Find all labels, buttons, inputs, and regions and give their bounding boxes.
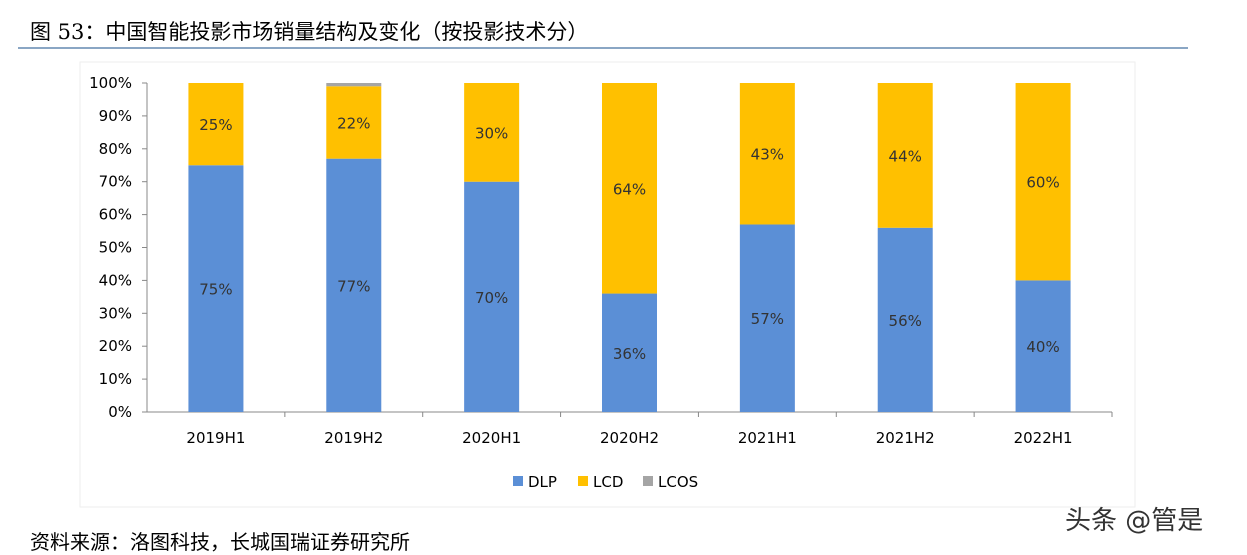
data-label: 75% bbox=[199, 281, 232, 299]
bar-lcd bbox=[1015, 83, 1071, 281]
x-tick-label: 2021H2 bbox=[876, 429, 935, 447]
x-tick-label: 2019H2 bbox=[324, 429, 383, 447]
data-label: 57% bbox=[751, 310, 784, 328]
bar-dlp bbox=[877, 227, 933, 412]
y-tick-label: 90% bbox=[99, 107, 132, 125]
y-tick-label: 50% bbox=[99, 239, 132, 257]
y-tick-label: 10% bbox=[99, 370, 132, 388]
source-note: 资料来源：洛图科技，长城国瑞证券研究所 bbox=[30, 530, 410, 554]
x-tick-label: 2019H1 bbox=[186, 429, 245, 447]
legend-label-lcd: LCD bbox=[593, 473, 623, 491]
bar-lcd bbox=[602, 83, 657, 294]
data-label: 60% bbox=[1026, 174, 1059, 192]
bar-lcd bbox=[326, 86, 382, 159]
watermark: 头条 @管是 bbox=[1065, 506, 1204, 536]
y-tick-label: 70% bbox=[99, 173, 132, 191]
data-label: 25% bbox=[199, 116, 232, 134]
x-tick-label: 2022H1 bbox=[1014, 429, 1073, 447]
legend-label-dlp: DLP bbox=[528, 473, 557, 491]
data-label: 30% bbox=[475, 124, 508, 142]
x-tick-label: 2020H2 bbox=[600, 429, 659, 447]
bar-dlp bbox=[1015, 280, 1071, 412]
bar-dlp bbox=[739, 224, 795, 412]
figure-title: 图 53：中国智能投影市场销量结构及变化（按投影技术分） bbox=[30, 20, 589, 44]
bar-dlp bbox=[464, 181, 520, 412]
bar-lcd bbox=[188, 83, 244, 166]
data-label: 22% bbox=[337, 114, 370, 132]
x-tick-label: 2021H1 bbox=[738, 429, 797, 447]
legend-swatch-dlp bbox=[513, 476, 523, 486]
legend-swatch-lcos bbox=[643, 476, 653, 486]
y-tick-label: 0% bbox=[108, 403, 132, 421]
title-rule bbox=[18, 47, 1188, 49]
y-tick-label: 60% bbox=[99, 206, 132, 224]
bar-lcd bbox=[877, 83, 933, 228]
data-label: 36% bbox=[613, 345, 646, 363]
data-label: 56% bbox=[889, 312, 922, 330]
data-label: 40% bbox=[1026, 338, 1059, 356]
y-tick-label: 20% bbox=[99, 337, 132, 355]
y-tick-label: 40% bbox=[99, 271, 132, 289]
bar-dlp bbox=[326, 158, 382, 412]
y-tick-label: 100% bbox=[89, 74, 132, 92]
data-label: 77% bbox=[337, 277, 370, 295]
bar-lcd bbox=[739, 83, 795, 225]
y-tick-label: 80% bbox=[99, 140, 132, 158]
data-label: 44% bbox=[889, 147, 922, 165]
x-tick-label: 2020H1 bbox=[462, 429, 521, 447]
y-tick-label: 30% bbox=[99, 304, 132, 322]
bar-dlp bbox=[188, 165, 244, 412]
data-label: 64% bbox=[613, 180, 646, 198]
bar-lcos bbox=[326, 83, 382, 87]
legend-label-lcos: LCOS bbox=[658, 473, 698, 491]
data-label: 70% bbox=[475, 289, 508, 307]
legend-swatch-lcd bbox=[578, 476, 588, 486]
chart-frame bbox=[79, 61, 1136, 508]
data-label: 43% bbox=[751, 146, 784, 164]
bar-dlp bbox=[602, 293, 657, 412]
bar-lcd bbox=[464, 83, 520, 182]
